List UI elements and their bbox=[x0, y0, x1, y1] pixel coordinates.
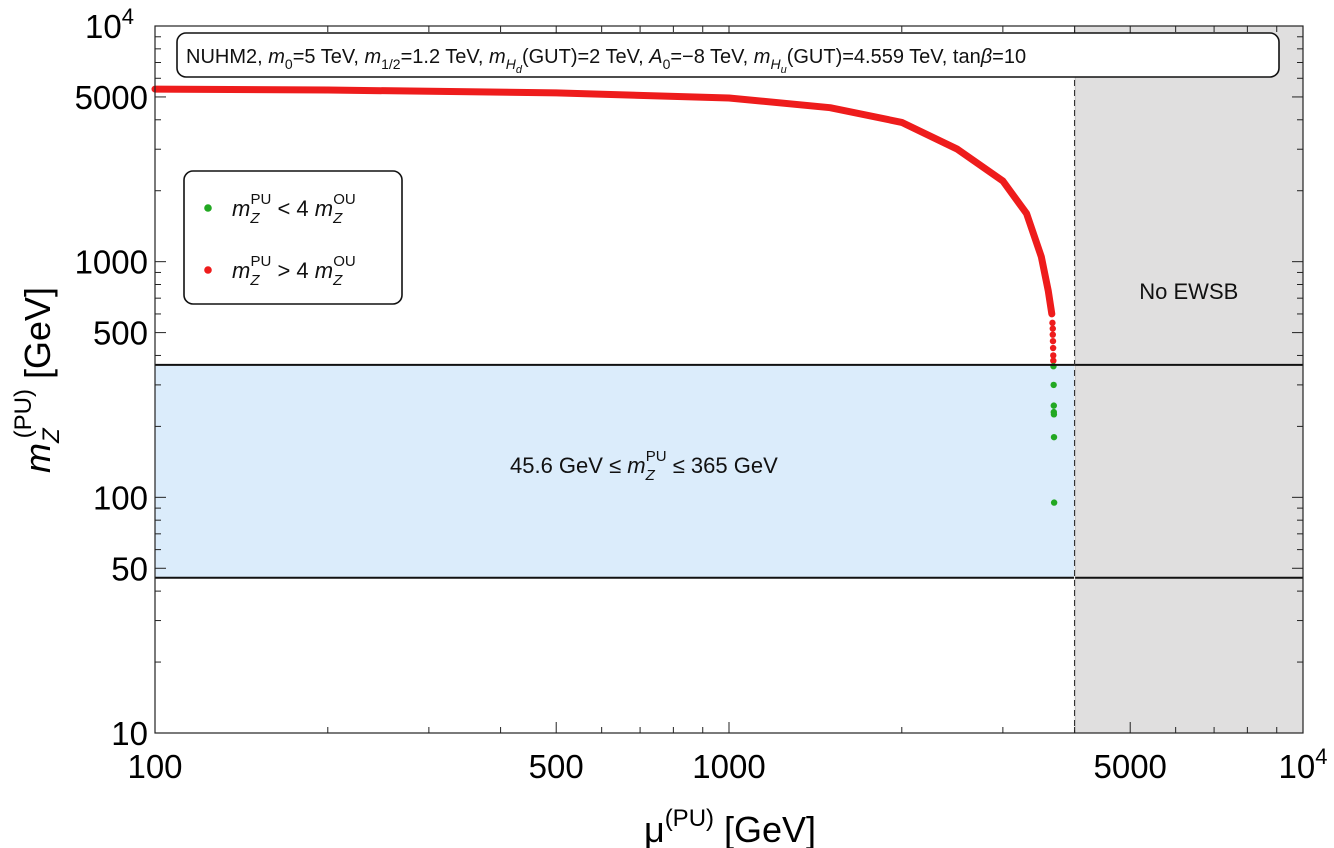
x-tick-label: 500 bbox=[529, 748, 584, 785]
y-tick-label: 5000 bbox=[75, 79, 148, 116]
y-axis-label: mZ(PU) [GeV] bbox=[10, 287, 65, 473]
y-tick-label: 50 bbox=[111, 550, 148, 587]
series-0-point bbox=[1050, 357, 1057, 364]
series-0-point bbox=[1049, 344, 1057, 352]
legend-marker bbox=[204, 266, 212, 274]
legend-marker bbox=[204, 204, 212, 212]
series-1-point bbox=[1050, 381, 1057, 389]
legend-label: mZPU > 4 mZOU bbox=[232, 253, 356, 289]
legend-label: mZPU < 4 mZOU bbox=[232, 191, 356, 227]
band-label: 45.6 GeV ≤ mZPU ≤ 365 GeV bbox=[510, 448, 778, 484]
series-0-curve bbox=[151, 85, 1056, 318]
x-axis-label: μ(PU) [GeV] bbox=[644, 805, 816, 848]
series-0-point bbox=[1049, 319, 1056, 327]
no-ewsb-label: No EWSB bbox=[1139, 279, 1238, 304]
y-tick-label: 500 bbox=[93, 315, 148, 352]
series-0-point bbox=[1049, 331, 1056, 338]
background-layer bbox=[155, 26, 1303, 733]
y-tick-label: 1000 bbox=[75, 244, 148, 281]
series-1-point bbox=[1050, 433, 1058, 441]
series-1-point bbox=[1050, 402, 1057, 409]
series-0-point bbox=[1050, 352, 1057, 359]
x-tick-label: 5000 bbox=[1093, 748, 1166, 785]
series-0-point bbox=[1049, 337, 1057, 345]
data-layer bbox=[151, 85, 1058, 506]
title-box bbox=[176, 32, 1280, 78]
x-tick-label: 104 bbox=[1279, 744, 1328, 785]
x-tick-label: 1000 bbox=[692, 748, 765, 785]
title-text: NUHM2, m0=5 TeV, m1/2=1.2 TeV, mHd(GUT)=… bbox=[186, 46, 1026, 76]
series-1-point bbox=[1050, 499, 1058, 506]
text-layer: 100 500 1000 5000 104 10 50 100 500 1000 5000 104 μ(… bbox=[10, 4, 1327, 848]
series-0-point bbox=[1049, 325, 1056, 332]
x-tick-label: 100 bbox=[127, 748, 182, 785]
no-ewsb-region bbox=[1074, 26, 1303, 733]
y-tick-label: 104 bbox=[85, 4, 134, 45]
frame-layer bbox=[154, 25, 1304, 734]
y-tick-label: 10 bbox=[111, 715, 148, 752]
legend-box bbox=[183, 170, 403, 305]
y-tick-label: 100 bbox=[93, 479, 148, 516]
allowed-band bbox=[155, 364, 1075, 578]
series-1-point bbox=[1050, 411, 1058, 418]
